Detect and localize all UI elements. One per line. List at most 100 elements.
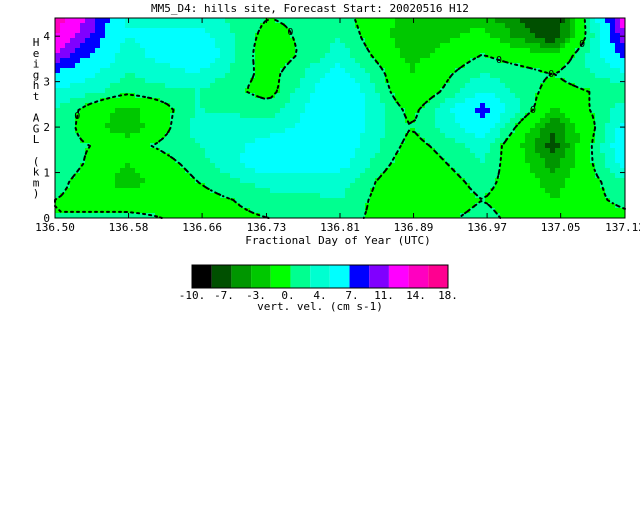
field-cell [60, 123, 66, 129]
colorbar-tick-label: 0. [281, 289, 294, 302]
field-cell [190, 113, 196, 119]
field-cell [485, 178, 491, 184]
field-cell [370, 128, 376, 134]
field-cell [335, 188, 341, 194]
field-cell [450, 203, 456, 209]
field-cell [240, 88, 246, 94]
field-cell [395, 23, 401, 29]
field-cell [290, 33, 296, 39]
field-cell [105, 193, 111, 199]
field-cell [70, 178, 76, 184]
field-cell [390, 168, 396, 174]
field-cell [330, 208, 336, 214]
field-cell [60, 168, 66, 174]
field-cell [200, 83, 206, 89]
field-cell [200, 178, 206, 184]
field-cell [255, 63, 261, 69]
field-cell [300, 108, 306, 114]
field-cell [285, 188, 291, 194]
field-cell [115, 58, 121, 64]
field-cell [250, 18, 256, 24]
field-cell [430, 98, 436, 104]
field-cell [435, 88, 441, 94]
field-cell [340, 203, 346, 209]
field-cell [500, 63, 506, 69]
field-cell [600, 183, 606, 189]
field-cell [425, 193, 431, 199]
field-cell [115, 113, 121, 119]
field-cell [280, 28, 286, 34]
field-cell [620, 23, 626, 29]
field-cell [155, 43, 161, 49]
field-cell [465, 18, 471, 24]
field-cell [505, 38, 511, 44]
field-cell [110, 48, 116, 54]
field-cell [90, 143, 96, 149]
field-cell [505, 178, 511, 184]
field-cell [305, 208, 311, 214]
field-cell [585, 103, 591, 109]
field-cell [560, 168, 566, 174]
field-cell [195, 48, 201, 54]
field-cell [495, 103, 501, 109]
field-cell [495, 213, 501, 219]
field-cell [425, 83, 431, 89]
field-cell [515, 83, 521, 89]
field-cell [265, 168, 271, 174]
field-cell [590, 98, 596, 104]
field-cell [335, 63, 341, 69]
field-cell [95, 68, 101, 74]
field-cell [245, 53, 251, 59]
field-cell [520, 208, 526, 214]
field-cell [400, 168, 406, 174]
field-cell [135, 203, 141, 209]
field-cell [235, 158, 241, 164]
field-cell [460, 48, 466, 54]
field-cell [255, 108, 261, 114]
field-cell [505, 83, 511, 89]
field-cell [480, 68, 486, 74]
field-cell [340, 198, 346, 204]
field-cell [135, 178, 141, 184]
field-cell [260, 178, 266, 184]
field-cell [400, 53, 406, 59]
field-cell [585, 158, 591, 164]
field-cell [145, 188, 151, 194]
field-cell [195, 208, 201, 214]
field-cell [320, 113, 326, 119]
field-cell [185, 88, 191, 94]
field-cell [395, 108, 401, 114]
field-cell [355, 33, 361, 39]
field-cell [145, 133, 151, 139]
field-cell [340, 193, 346, 199]
field-cell [165, 148, 171, 154]
field-cell [440, 163, 446, 169]
field-cell [375, 148, 381, 154]
field-cell [570, 33, 576, 39]
field-cell [590, 208, 596, 214]
field-cell [350, 23, 356, 29]
field-cell [405, 18, 411, 24]
field-cell [410, 58, 416, 64]
field-cell [290, 203, 296, 209]
field-cell [155, 133, 161, 139]
field-cell [155, 213, 161, 219]
field-cell [290, 53, 296, 59]
field-cell [355, 213, 361, 219]
field-cell [460, 208, 466, 214]
field-cell [505, 193, 511, 199]
field-cell [310, 73, 316, 79]
field-cell [325, 193, 331, 199]
field-cell [115, 178, 121, 184]
field-cell [550, 193, 556, 199]
field-cell [450, 118, 456, 124]
field-cell [55, 168, 61, 174]
field-cell [550, 83, 556, 89]
field-cell [95, 43, 101, 49]
field-cell [70, 168, 76, 174]
field-cell [385, 73, 391, 79]
field-cell [165, 163, 171, 169]
field-cell [470, 203, 476, 209]
field-cell [220, 213, 226, 219]
field-cell [175, 143, 181, 149]
